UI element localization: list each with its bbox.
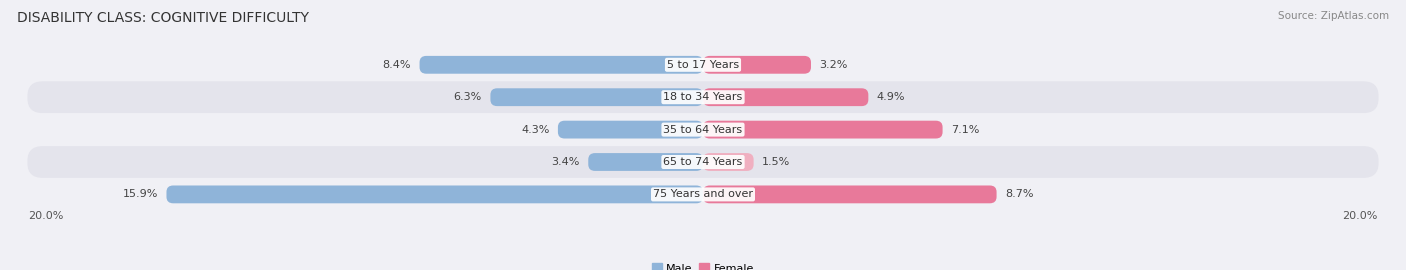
Text: 6.3%: 6.3% [454, 92, 482, 102]
Text: Source: ZipAtlas.com: Source: ZipAtlas.com [1278, 11, 1389, 21]
Text: 18 to 34 Years: 18 to 34 Years [664, 92, 742, 102]
Text: 5 to 17 Years: 5 to 17 Years [666, 60, 740, 70]
Text: 1.5%: 1.5% [762, 157, 790, 167]
FancyBboxPatch shape [28, 49, 1378, 81]
Text: 3.2%: 3.2% [820, 60, 848, 70]
FancyBboxPatch shape [703, 56, 811, 74]
Text: 75 Years and over: 75 Years and over [652, 189, 754, 200]
FancyBboxPatch shape [703, 88, 869, 106]
Text: 35 to 64 Years: 35 to 64 Years [664, 124, 742, 135]
FancyBboxPatch shape [28, 146, 1378, 178]
Text: 4.3%: 4.3% [522, 124, 550, 135]
FancyBboxPatch shape [491, 88, 703, 106]
Text: 4.9%: 4.9% [877, 92, 905, 102]
FancyBboxPatch shape [703, 121, 942, 139]
Legend: Male, Female: Male, Female [647, 259, 759, 270]
FancyBboxPatch shape [28, 114, 1378, 146]
Text: 20.0%: 20.0% [28, 211, 63, 221]
FancyBboxPatch shape [588, 153, 703, 171]
Text: 8.4%: 8.4% [382, 60, 411, 70]
FancyBboxPatch shape [558, 121, 703, 139]
FancyBboxPatch shape [166, 185, 703, 203]
FancyBboxPatch shape [703, 185, 997, 203]
Text: DISABILITY CLASS: COGNITIVE DIFFICULTY: DISABILITY CLASS: COGNITIVE DIFFICULTY [17, 11, 309, 25]
FancyBboxPatch shape [419, 56, 703, 74]
Text: 3.4%: 3.4% [551, 157, 579, 167]
Text: 65 to 74 Years: 65 to 74 Years [664, 157, 742, 167]
FancyBboxPatch shape [703, 153, 754, 171]
Text: 20.0%: 20.0% [1343, 211, 1378, 221]
FancyBboxPatch shape [28, 81, 1378, 113]
Text: 7.1%: 7.1% [950, 124, 980, 135]
FancyBboxPatch shape [28, 178, 1378, 210]
Text: 15.9%: 15.9% [122, 189, 157, 200]
Text: 8.7%: 8.7% [1005, 189, 1033, 200]
